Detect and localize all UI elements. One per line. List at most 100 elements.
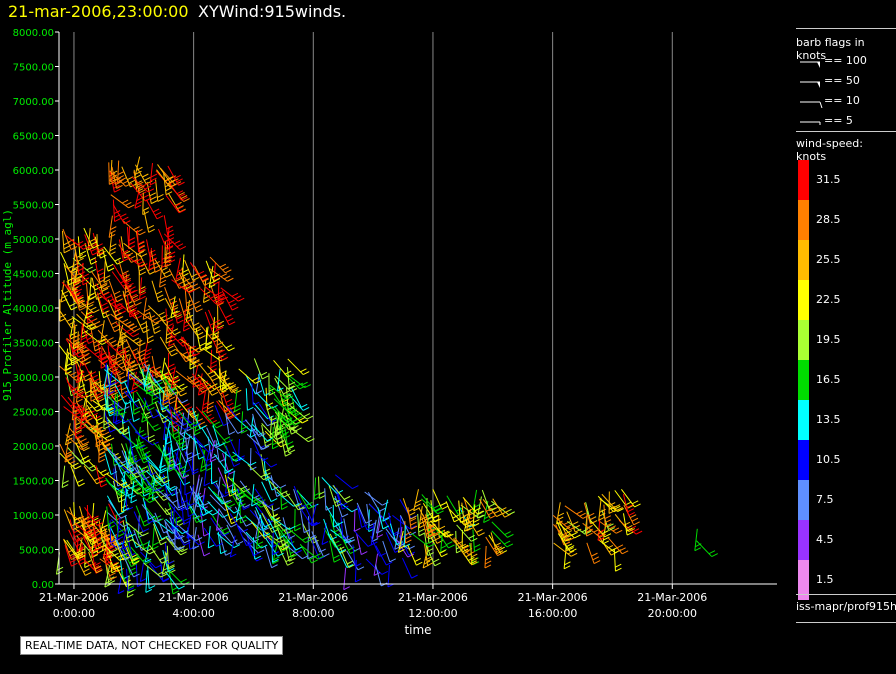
wind-barb bbox=[366, 503, 376, 527]
wind-barb bbox=[237, 438, 245, 462]
wind-barb bbox=[75, 442, 91, 464]
wind-barb bbox=[432, 488, 449, 510]
y-tick-label: 7500.00 bbox=[13, 63, 54, 74]
wind-barb bbox=[65, 235, 90, 250]
wind-barb bbox=[421, 494, 443, 512]
wind-barb bbox=[145, 470, 169, 487]
wind-barb bbox=[623, 504, 640, 526]
wind-barb bbox=[121, 331, 146, 347]
wind-barb bbox=[264, 546, 278, 569]
wind-barb bbox=[116, 517, 124, 541]
wind-barb bbox=[327, 533, 347, 553]
wind-barb bbox=[287, 358, 310, 376]
wind-barb bbox=[491, 530, 514, 548]
wind-barb bbox=[217, 531, 227, 555]
wind-barb bbox=[252, 424, 274, 442]
wind-barb bbox=[397, 530, 406, 553]
source-separator bbox=[796, 622, 896, 623]
wind-barb bbox=[227, 476, 250, 493]
wind-barb bbox=[251, 429, 268, 451]
wind-barb bbox=[103, 246, 124, 265]
wind-barb bbox=[165, 321, 173, 344]
speed-swatch bbox=[798, 560, 809, 600]
wind-barb bbox=[66, 381, 89, 399]
wind-barb bbox=[172, 458, 189, 479]
wind-barb bbox=[115, 539, 132, 561]
wind-barb bbox=[109, 170, 132, 187]
speed-swatch bbox=[798, 280, 809, 320]
wind-barb bbox=[105, 542, 113, 565]
wind-barb bbox=[621, 489, 641, 508]
wind-barb bbox=[353, 509, 361, 532]
wind-barb bbox=[247, 464, 270, 481]
wind-barb bbox=[69, 317, 77, 340]
wind-barb bbox=[288, 528, 312, 544]
wind-barb bbox=[133, 511, 150, 533]
wind-barb bbox=[166, 537, 187, 556]
wind-barb bbox=[124, 382, 141, 404]
wind-barb bbox=[343, 567, 350, 591]
wind-barb bbox=[187, 308, 201, 331]
wind-barb bbox=[145, 320, 154, 344]
wind-barb bbox=[80, 375, 93, 398]
wind-barb bbox=[277, 545, 294, 566]
wind-barb bbox=[313, 477, 321, 500]
wind-barb bbox=[472, 504, 480, 527]
wind-barb bbox=[145, 454, 167, 472]
wind-barb bbox=[168, 429, 179, 453]
wind-barb bbox=[130, 546, 152, 565]
wind-barb bbox=[146, 420, 155, 443]
wind-barb bbox=[188, 503, 207, 523]
speed-swatch bbox=[798, 240, 809, 280]
wind-barb bbox=[142, 297, 151, 320]
wind-barb bbox=[108, 162, 116, 185]
wind-barb bbox=[145, 570, 153, 593]
wind-barb bbox=[251, 383, 260, 406]
wind-barb bbox=[177, 426, 187, 449]
wind-barb bbox=[108, 524, 126, 546]
wind-barb bbox=[184, 259, 200, 281]
wind-barb bbox=[172, 343, 193, 363]
wind-barb bbox=[311, 531, 326, 553]
barb-legend-label: == 100 bbox=[824, 54, 867, 67]
wind-barb bbox=[281, 532, 303, 551]
wind-barb bbox=[364, 491, 389, 506]
wind-barb bbox=[271, 505, 282, 528]
wind-barb bbox=[254, 488, 274, 508]
wind-barb bbox=[98, 440, 106, 463]
wind-barb bbox=[481, 489, 496, 512]
wind-barb bbox=[232, 451, 257, 466]
wind-barb bbox=[121, 477, 136, 499]
wind-barb bbox=[601, 493, 623, 511]
wind-barb bbox=[229, 513, 249, 533]
wind-barb bbox=[164, 433, 171, 457]
wind-barb bbox=[160, 559, 170, 583]
wind-barb bbox=[235, 498, 243, 521]
wind-barb bbox=[188, 409, 208, 429]
wind-barb bbox=[261, 424, 272, 448]
wind-barb bbox=[299, 506, 318, 527]
wind-barb bbox=[106, 506, 115, 529]
wind-barb bbox=[178, 410, 199, 430]
wind-barb bbox=[203, 527, 223, 547]
wind-barb bbox=[112, 361, 127, 384]
wind-barb bbox=[403, 525, 411, 548]
wind-barb bbox=[224, 451, 232, 474]
wind-barb bbox=[191, 408, 207, 430]
wind-barb bbox=[108, 215, 117, 238]
speed-legend: 31.5 28.5 25.5 22.5 19.5 16.5 13.5 10.5 7.5 4.5 1.… bbox=[796, 152, 896, 600]
wind-barb bbox=[221, 370, 229, 393]
wind-barb bbox=[165, 518, 189, 535]
wind-barb bbox=[147, 566, 156, 589]
barb-legend-entry: == 50 bbox=[796, 72, 896, 92]
wind-barb bbox=[170, 444, 181, 467]
wind-barb bbox=[261, 481, 278, 503]
wind-barb bbox=[83, 361, 100, 383]
wind-barb bbox=[107, 345, 117, 368]
quality-warning: REAL-TIME DATA, NOT CHECKED FOR QUALITY bbox=[20, 636, 284, 655]
wind-barb bbox=[105, 416, 127, 435]
wind-barb bbox=[102, 249, 115, 272]
wind-barb bbox=[422, 546, 432, 569]
wind-barb bbox=[106, 473, 131, 488]
